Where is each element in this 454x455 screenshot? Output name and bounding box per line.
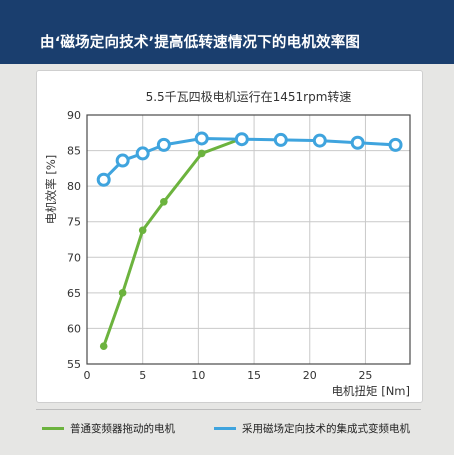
y-axis-label: 电机效率 [%]: [44, 155, 58, 225]
page-title: 由‘磁场定向技术’提高低转速情况下的电机效率图: [40, 35, 361, 51]
data-point-series-0: [99, 342, 108, 351]
legend-item-blue: 采用磁场定向技术的集成式变频电机: [214, 420, 410, 436]
data-point-series-1: [350, 135, 365, 150]
x-axis-label: 电机扭矩 [Nm]: [332, 384, 410, 398]
x-tick-label: 5: [139, 369, 146, 382]
y-tick-label: 60: [67, 322, 81, 335]
plot-frame: [86, 114, 411, 365]
y-tick-label: 90: [67, 109, 81, 122]
legend-swatch-blue: [214, 426, 236, 430]
y-tick-label: 70: [67, 251, 81, 264]
series-line-0: [102, 137, 243, 347]
legend-label-blue: 采用磁场定向技术的集成式变频电机: [242, 422, 410, 435]
chart-card: 55 60 65 70 75 80 85 90 0 5 10 15 20 25 5.5千瓦四极电机运行在14…: [36, 70, 423, 403]
y-tick-label: 80: [67, 180, 81, 193]
y-tick-label: 65: [67, 287, 81, 300]
data-point-series-0: [197, 149, 206, 158]
data-point-series-1: [312, 133, 327, 148]
data-point-series-1: [135, 146, 150, 161]
data-point-series-1: [194, 131, 209, 146]
y-tick-label: 75: [67, 216, 81, 229]
chart-title: 5.5千瓦四极电机运行在1451rpm转速: [146, 89, 352, 104]
series-line-1: [102, 136, 396, 181]
legend-swatch-green: [42, 426, 64, 430]
y-tick-label: 85: [67, 145, 81, 158]
data-point-series-0: [138, 226, 147, 235]
x-tick-label: 15: [247, 369, 261, 382]
legend-item-green: 普通变频器拖动的电机: [42, 420, 175, 436]
legend-label-green: 普通变频器拖动的电机: [70, 422, 175, 435]
data-point-series-1: [156, 137, 171, 152]
data-point-series-1: [273, 132, 288, 147]
efficiency-chart: 55 60 65 70 75 80 85 90 0 5 10 15 20 25 5.5千瓦四极电机运行在14…: [44, 89, 411, 398]
data-point-series-1: [96, 172, 111, 187]
data-point-series-1: [388, 137, 403, 152]
x-tick-label: 0: [84, 369, 91, 382]
x-tick-label: 25: [358, 369, 372, 382]
legend-divider: [36, 409, 421, 410]
y-tick-label: 55: [67, 358, 81, 371]
header-banner: 由‘磁场定向技术’提高低转速情况下的电机效率图: [0, 0, 454, 64]
data-point-series-1: [234, 132, 249, 147]
data-point-series-0: [160, 197, 168, 206]
data-point-series-0: [118, 289, 127, 297]
x-tick-label: 10: [191, 369, 205, 382]
x-tick-label: 20: [303, 369, 317, 382]
data-point-series-1: [115, 153, 130, 168]
